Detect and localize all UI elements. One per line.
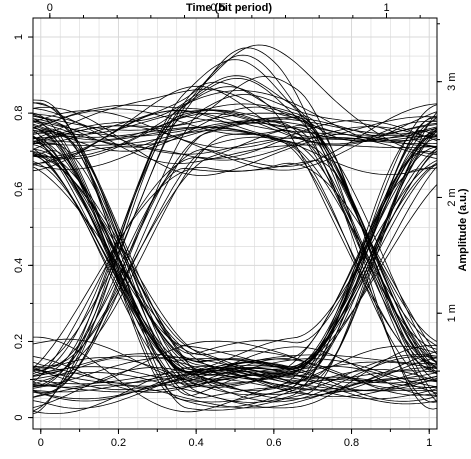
eye-trace xyxy=(32,356,438,405)
eye-trace xyxy=(32,108,438,164)
eye-trace xyxy=(32,59,438,415)
eye-trace xyxy=(32,129,438,388)
eye-trace xyxy=(32,109,438,141)
eye-trace xyxy=(32,54,438,387)
x-tick-label: 0 xyxy=(38,437,44,449)
eye-trace xyxy=(32,120,438,171)
eye-trace xyxy=(32,140,438,394)
eye-trace xyxy=(32,135,438,370)
right-tick-label: 3 m xyxy=(446,73,458,91)
top-axis-label: Time (bit period) xyxy=(186,2,272,14)
x-tick-label: 0.8 xyxy=(344,437,359,449)
eye-trace xyxy=(32,110,438,149)
eye-trace xyxy=(32,118,438,394)
eye-trace xyxy=(32,115,438,377)
eye-trace xyxy=(32,102,438,388)
eye-trace xyxy=(32,129,438,382)
y-tick-label: 0 xyxy=(13,415,25,421)
eye-trace xyxy=(32,166,438,395)
eye-trace xyxy=(32,109,438,387)
eye-trace xyxy=(32,148,438,376)
top-tick-label: 1 xyxy=(383,2,389,14)
eye-trace xyxy=(32,338,438,384)
eye-trace xyxy=(32,44,438,156)
eye-trace xyxy=(32,136,438,390)
eye-trace xyxy=(32,126,438,384)
top-tick-label: 0.5 xyxy=(211,2,226,14)
eye-trace xyxy=(32,103,438,412)
eye-trace xyxy=(32,148,438,393)
eye-trace xyxy=(32,142,438,391)
eye-trace xyxy=(32,103,438,375)
eye-trace xyxy=(32,121,438,388)
right-tick-label: 1 m xyxy=(446,304,458,322)
eye-trace xyxy=(32,345,438,409)
x-tick-label: 1 xyxy=(426,437,432,449)
axes: 0 0.2 0.4 0.6 0.8 1 0 0.2 0.4 0.6 0.8 1 0 0.5 1 1 m 2 m 3… xyxy=(13,2,458,449)
x-tick-label: 0.6 xyxy=(266,437,281,449)
eye-trace xyxy=(32,90,438,372)
eye-trace xyxy=(33,336,438,413)
eye-trace xyxy=(32,126,438,347)
y-tick-label: 0.4 xyxy=(13,258,25,273)
y-tick-label: 1 xyxy=(13,34,25,40)
eye-trace xyxy=(32,117,438,375)
top-tick-label: 0 xyxy=(47,2,53,14)
x-tick-label: 0.4 xyxy=(189,437,204,449)
eye-trace xyxy=(32,115,438,378)
x-tick-label: 0.2 xyxy=(111,437,126,449)
eye-trace xyxy=(32,86,438,375)
y-tick-label: 0.8 xyxy=(13,105,25,120)
eye-trace xyxy=(32,106,438,410)
right-axis-label: Amplitude (a.u.) xyxy=(457,188,469,271)
y-tick-label: 0.6 xyxy=(13,182,25,197)
eye-trace xyxy=(32,99,438,372)
right-tick-label: 2 m xyxy=(446,188,458,206)
y-tick-label: 0.2 xyxy=(13,334,25,349)
eye-trace xyxy=(32,140,438,397)
eye-trace xyxy=(32,75,438,369)
eye-trace xyxy=(32,346,437,397)
eye-trace xyxy=(32,351,438,391)
eye-traces xyxy=(32,44,438,415)
eye-trace xyxy=(32,121,438,369)
eye-trace xyxy=(32,88,438,365)
